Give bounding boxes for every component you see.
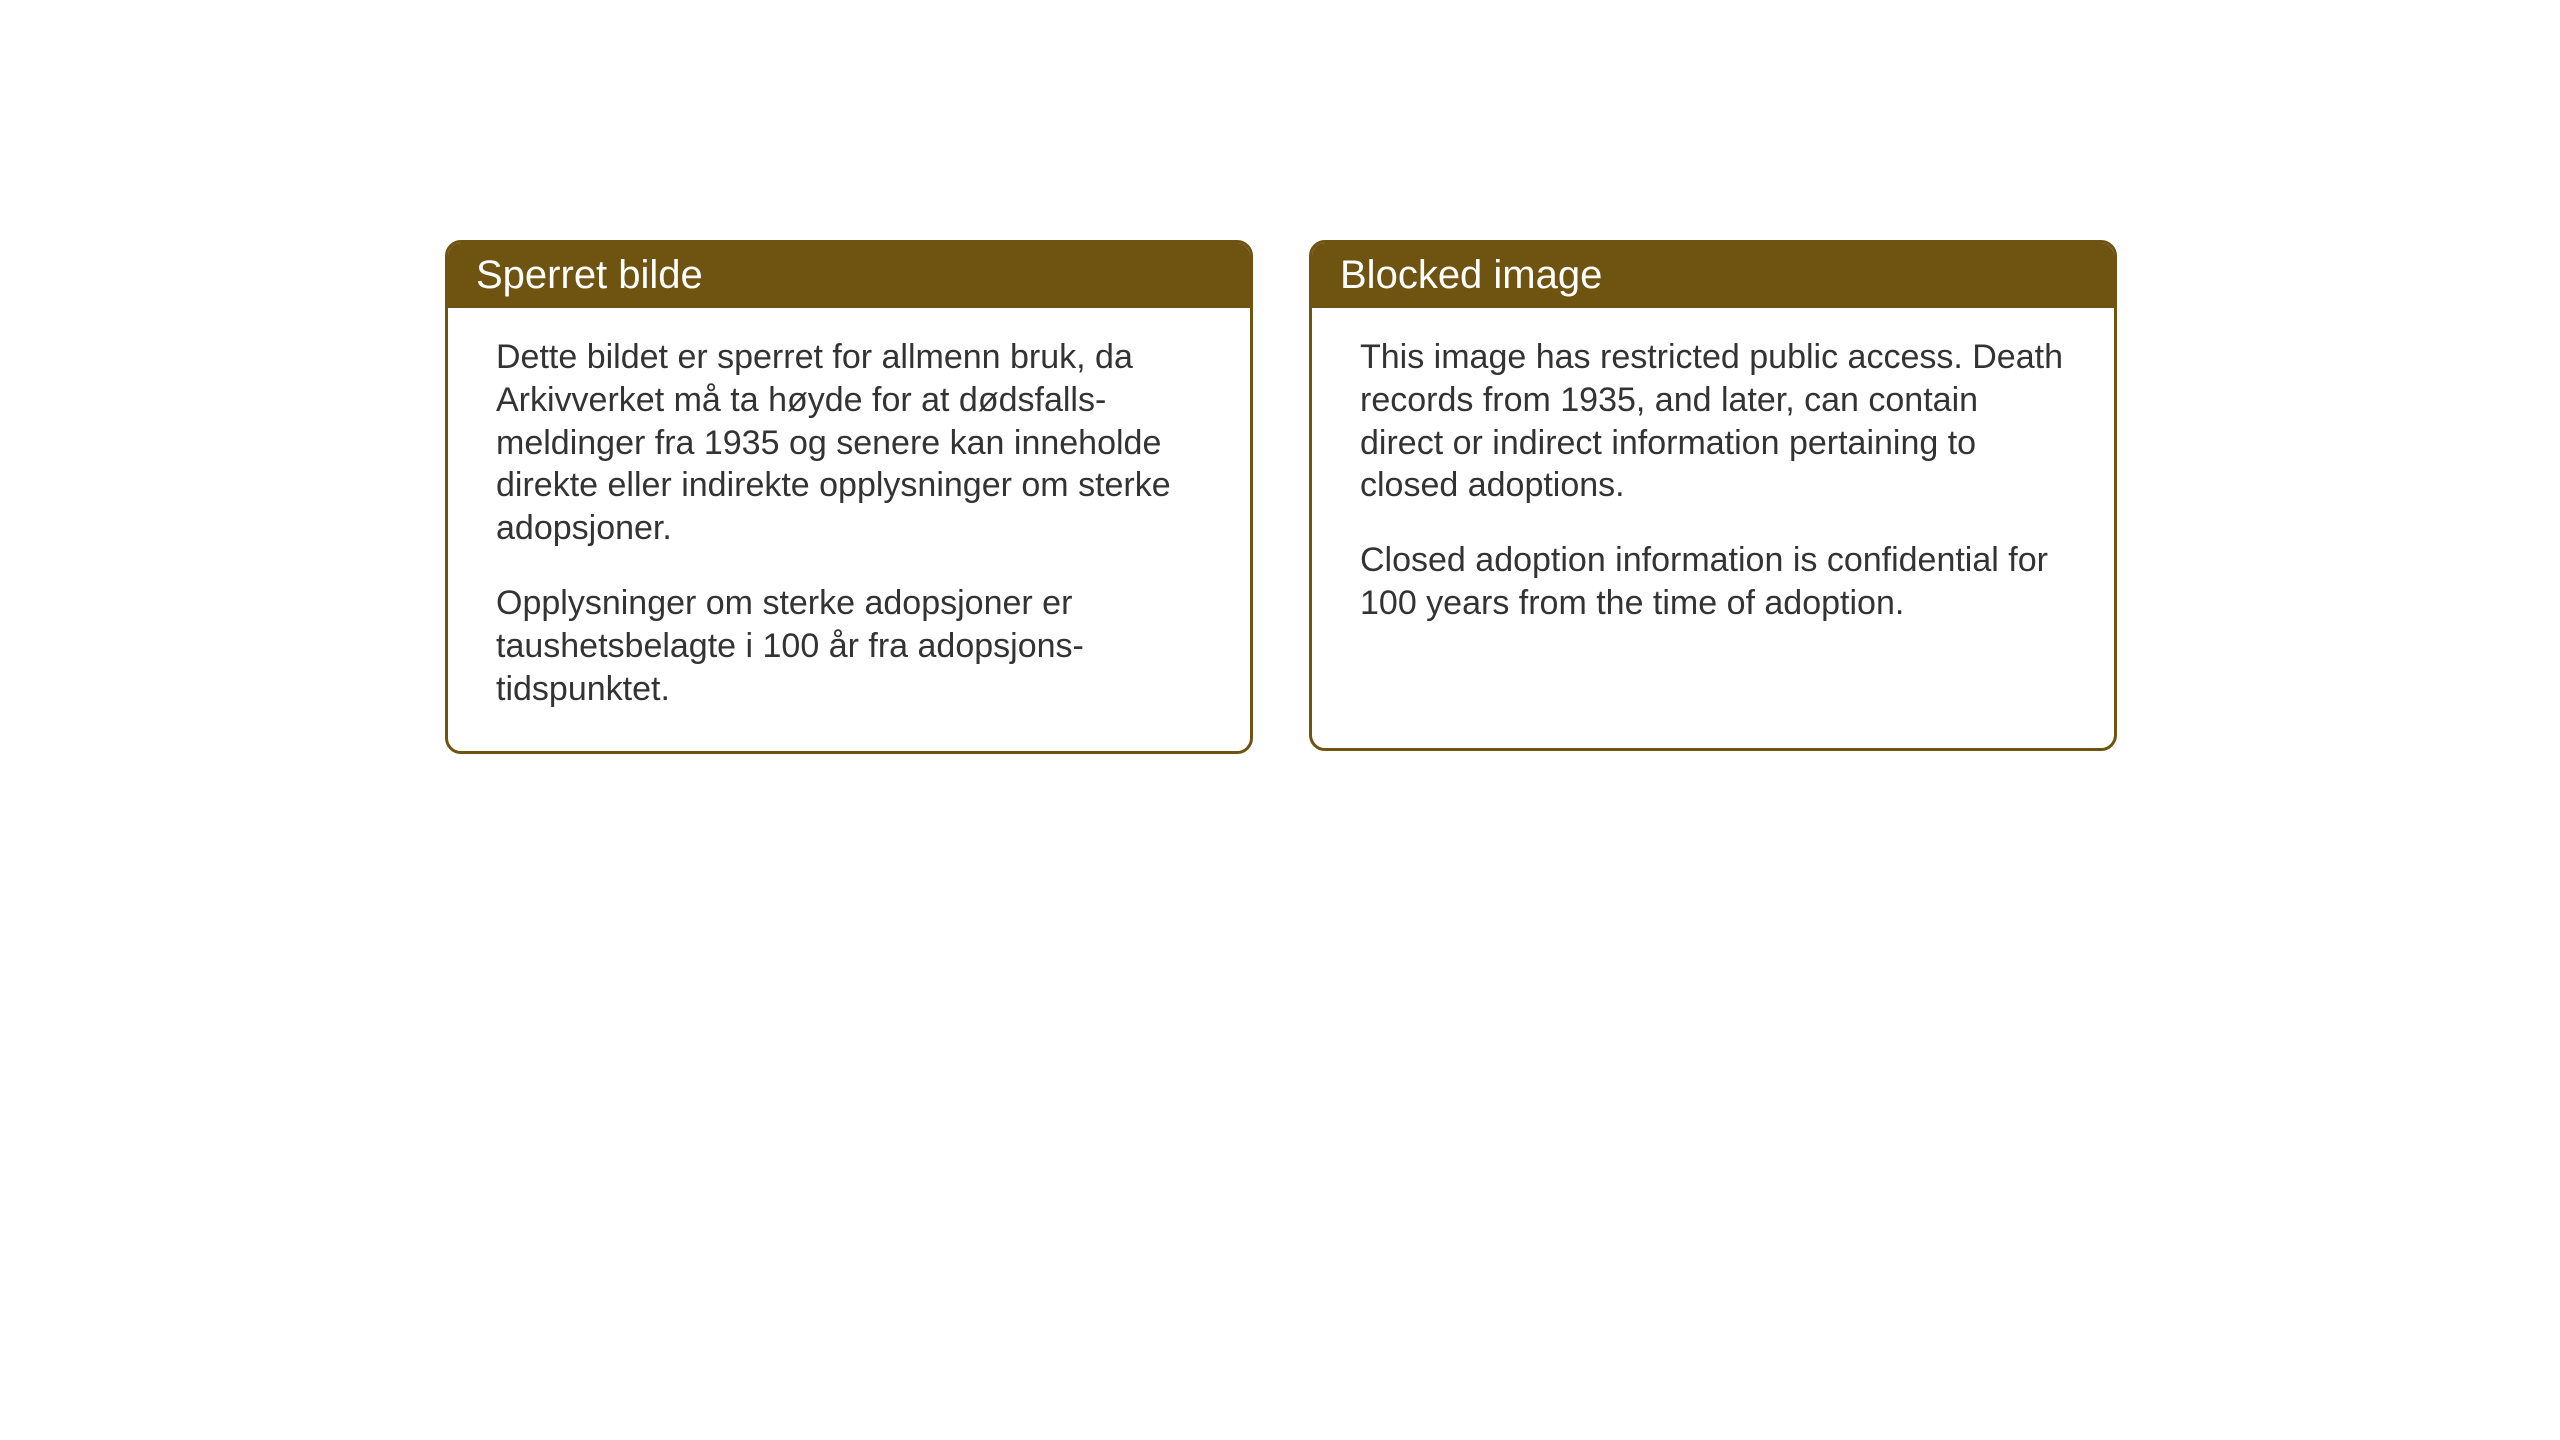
card-paragraph-1-english: This image has restricted public access.… bbox=[1360, 336, 2066, 507]
card-body-norwegian: Dette bildet er sperret for allmenn bruk… bbox=[448, 308, 1250, 751]
card-header-norwegian: Sperret bilde bbox=[448, 243, 1250, 308]
notice-card-norwegian: Sperret bilde Dette bildet er sperret fo… bbox=[445, 240, 1253, 754]
card-title-english: Blocked image bbox=[1340, 253, 1602, 297]
card-title-norwegian: Sperret bilde bbox=[476, 253, 703, 297]
card-paragraph-2-norwegian: Opplysninger om sterke adopsjoner er tau… bbox=[496, 582, 1202, 710]
notice-cards-container: Sperret bilde Dette bildet er sperret fo… bbox=[445, 240, 2117, 754]
card-paragraph-2-english: Closed adoption information is confident… bbox=[1360, 539, 2066, 625]
card-paragraph-1-norwegian: Dette bildet er sperret for allmenn bruk… bbox=[496, 336, 1202, 550]
card-body-english: This image has restricted public access.… bbox=[1312, 308, 2114, 665]
card-header-english: Blocked image bbox=[1312, 243, 2114, 308]
notice-card-english: Blocked image This image has restricted … bbox=[1309, 240, 2117, 751]
